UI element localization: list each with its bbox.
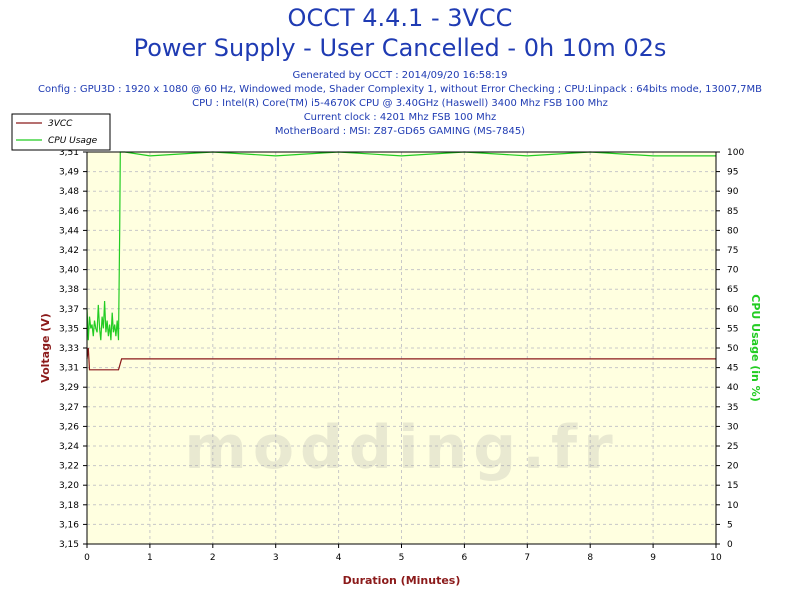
y-right-tick-label: 20 bbox=[727, 462, 739, 472]
y-left-tick-label: 3,44 bbox=[59, 226, 79, 236]
y-right-tick-label: 70 bbox=[727, 266, 739, 276]
y-left-tick-label: 3,16 bbox=[59, 520, 79, 530]
y-left-tick-label: 3,46 bbox=[59, 207, 79, 217]
y-right-tick-label: 80 bbox=[727, 226, 739, 236]
y-left-tick-label: 3,49 bbox=[59, 168, 79, 178]
y-right-tick-label: 95 bbox=[727, 168, 738, 178]
info-generated: Generated by OCCT : 2014/09/20 16:58:19 bbox=[292, 70, 508, 81]
y-left-tick-label: 3,15 bbox=[59, 540, 79, 550]
y-left-tick-label: 3,26 bbox=[59, 422, 79, 432]
y-right-tick-label: 0 bbox=[727, 540, 733, 550]
y-right-tick-label: 40 bbox=[727, 383, 739, 393]
y-left-tick-label: 3,35 bbox=[59, 324, 79, 334]
y-axis-right-label: CPU Usage (in %) bbox=[749, 294, 762, 401]
x-axis-label: Duration (Minutes) bbox=[343, 574, 461, 587]
y-left-tick-label: 3,38 bbox=[59, 285, 79, 295]
y-left-tick-label: 3,20 bbox=[59, 481, 79, 491]
y-right-tick-label: 50 bbox=[727, 344, 739, 354]
legend-box bbox=[11, 113, 111, 151]
info-config: Config : GPU3D : 1920 x 1080 @ 60 Hz, Wi… bbox=[38, 84, 762, 95]
x-tick-label: 6 bbox=[462, 553, 468, 563]
info-motherboard: MotherBoard : MSI: Z87-GD65 GAMING (MS-7… bbox=[274, 126, 526, 137]
watermark: modding.fr bbox=[184, 413, 618, 483]
chart-title: OCCT 4.4.1 - 3VCC bbox=[287, 4, 513, 32]
y-right-tick-label: 30 bbox=[727, 422, 739, 432]
x-tick-label: 3 bbox=[273, 553, 279, 563]
y-left-tick-label: 3,51 bbox=[59, 148, 79, 158]
y-left-tick-label: 3,27 bbox=[59, 403, 79, 413]
y-right-tick-label: 90 bbox=[727, 187, 739, 197]
y-right-tick-label: 10 bbox=[727, 501, 739, 511]
y-left-tick-label: 3,42 bbox=[59, 246, 79, 256]
series-line-3vcc bbox=[86, 347, 716, 371]
y-right-tick-label: 45 bbox=[727, 364, 738, 374]
y-axis-left-label: Voltage (V) bbox=[39, 313, 52, 383]
y-right-tick-label: 75 bbox=[727, 246, 738, 256]
legend-label: CPU Usage bbox=[48, 136, 98, 146]
y-right-tick-label: 60 bbox=[727, 305, 739, 315]
x-tick-label: 1 bbox=[147, 553, 153, 563]
y-right-tick-label: 35 bbox=[727, 403, 738, 413]
y-right-tick-label: 85 bbox=[727, 207, 738, 217]
y-right-tick-label: 5 bbox=[727, 520, 733, 530]
x-tick-label: 10 bbox=[710, 553, 722, 563]
info-cpu: CPU : Intel(R) Core(TM) i5-4670K CPU @ 3… bbox=[192, 98, 608, 109]
y-right-tick-label: 100 bbox=[727, 148, 744, 158]
info-clock: Current clock : 4201 Mhz FSB 100 Mhz bbox=[303, 112, 497, 123]
chart-subtitle: Power Supply - User Cancelled - 0h 10m 0… bbox=[133, 34, 667, 62]
y-left-tick-label: 3,31 bbox=[59, 364, 79, 374]
x-tick-label: 9 bbox=[650, 553, 656, 563]
y-left-tick-label: 3,22 bbox=[59, 462, 79, 472]
y-left-tick-label: 3,40 bbox=[59, 266, 79, 276]
x-tick-label: 0 bbox=[84, 553, 90, 563]
y-left-tick-label: 3,29 bbox=[59, 383, 79, 393]
y-left-tick-label: 3,33 bbox=[59, 344, 79, 354]
y-left-tick-label: 3,48 bbox=[59, 187, 79, 197]
y-left-tick-label: 3,37 bbox=[59, 305, 79, 315]
x-tick-label: 5 bbox=[399, 553, 405, 563]
series-line-cpu-usage bbox=[86, 151, 716, 341]
x-tick-label: 2 bbox=[210, 553, 216, 563]
ticks: 0 1 2 3 4 5 6 7 8 9 103,153,163,183,203,223,243,26… bbox=[59, 148, 744, 563]
y-right-tick-label: 25 bbox=[727, 442, 738, 452]
legend: 3VCC CPU Usage bbox=[11, 113, 111, 151]
y-right-tick-label: 15 bbox=[727, 481, 738, 491]
grid bbox=[87, 152, 716, 544]
series-layer bbox=[86, 151, 716, 371]
x-tick-label: 8 bbox=[587, 553, 593, 563]
x-tick-label: 4 bbox=[336, 553, 342, 563]
x-tick-label: 7 bbox=[524, 553, 530, 563]
y-left-tick-label: 3,24 bbox=[59, 442, 79, 452]
legend-label: 3VCC bbox=[48, 119, 73, 129]
y-right-tick-label: 65 bbox=[727, 285, 738, 295]
y-left-tick-label: 3,18 bbox=[59, 501, 79, 511]
y-right-tick-label: 55 bbox=[727, 324, 738, 334]
